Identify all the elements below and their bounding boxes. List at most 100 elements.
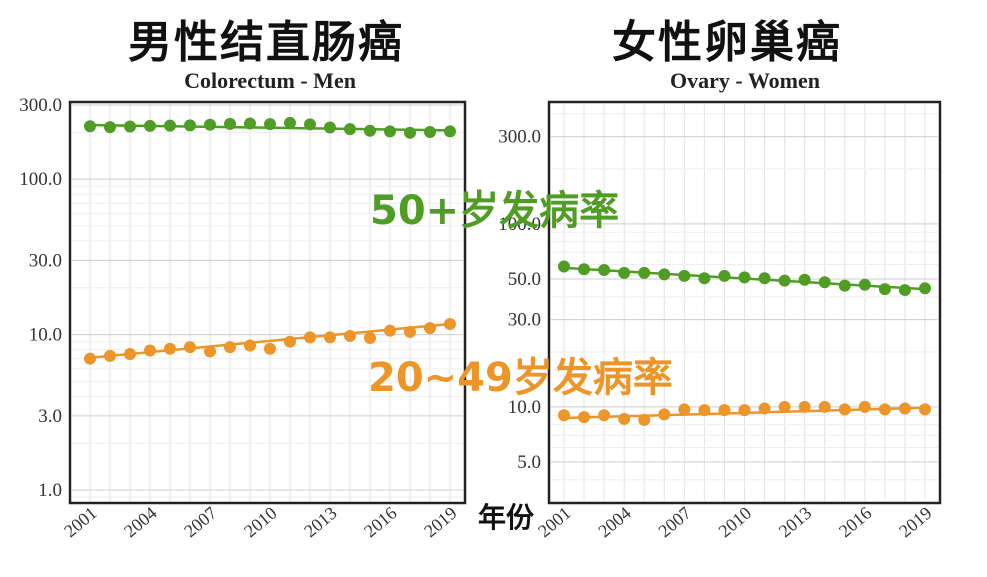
chart-subtitle: Colorectum - Men xyxy=(184,68,356,93)
data-point xyxy=(224,341,236,354)
data-point xyxy=(144,344,156,357)
x-tick-label: 2016 xyxy=(835,503,875,541)
label-age-20-49: 20~49岁发病率 xyxy=(368,355,673,401)
data-point xyxy=(618,412,631,425)
data-point xyxy=(558,260,570,273)
y-tick-label: 100.0 xyxy=(19,169,62,190)
data-point xyxy=(858,278,871,291)
data-point xyxy=(898,402,911,415)
x-tick-label: 2007 xyxy=(654,503,694,541)
data-point xyxy=(384,125,396,138)
data-point xyxy=(324,121,336,134)
data-point xyxy=(778,274,791,287)
data-point xyxy=(678,403,691,416)
x-tick-label: 2013 xyxy=(300,503,340,541)
plot-frame xyxy=(68,100,467,505)
title-colorectum-men: 男性结直肠癌 xyxy=(128,17,404,68)
data-point xyxy=(124,120,136,133)
data-point xyxy=(324,331,336,344)
data-point xyxy=(878,283,891,296)
x-tick-label: 2007 xyxy=(180,503,220,541)
data-point xyxy=(204,345,216,358)
data-point xyxy=(778,400,791,413)
data-point xyxy=(818,400,831,413)
x-tick-label: 2001 xyxy=(60,503,100,541)
data-point xyxy=(718,404,731,417)
y-tick-label: 100.0 xyxy=(498,214,541,235)
data-point xyxy=(738,271,751,284)
series-age-20-49 xyxy=(558,400,931,426)
y-tick-label: 10.0 xyxy=(508,397,541,418)
y-tick-label: 10.0 xyxy=(29,325,62,346)
y-tick-label: 30.0 xyxy=(508,310,541,331)
data-point xyxy=(838,279,851,292)
data-point xyxy=(598,263,611,276)
y-tick-label: 3.0 xyxy=(38,406,62,427)
data-point xyxy=(698,404,711,417)
data-point xyxy=(758,402,771,415)
y-tick-label: 300.0 xyxy=(498,127,541,148)
y-tick-label: 300.0 xyxy=(19,95,62,116)
x-tick-label: 2001 xyxy=(534,503,574,541)
data-point xyxy=(878,403,891,416)
data-point xyxy=(618,266,631,279)
data-point xyxy=(184,341,196,354)
data-point xyxy=(224,117,236,130)
data-point xyxy=(444,125,456,138)
data-point xyxy=(898,284,911,297)
data-point xyxy=(364,124,376,137)
data-point xyxy=(638,266,651,279)
y-tick-label: 30.0 xyxy=(29,250,62,271)
data-point xyxy=(84,352,96,365)
data-point xyxy=(558,409,570,422)
data-point xyxy=(104,349,116,362)
x-tick-label: 2004 xyxy=(594,503,634,541)
x-tick-label: 2019 xyxy=(895,503,935,541)
data-point xyxy=(364,332,376,345)
data-point xyxy=(284,116,296,129)
data-point xyxy=(164,342,176,355)
data-point xyxy=(919,403,931,416)
y-tick-label: 1.0 xyxy=(38,480,62,501)
series-age-50-plus xyxy=(84,116,456,139)
data-point xyxy=(838,403,851,416)
data-point xyxy=(758,272,771,285)
chart-subtitle: Ovary - Women xyxy=(670,68,820,93)
y-tick-label: 50.0 xyxy=(508,269,541,290)
title-ovary-women: 女性卵巢癌 xyxy=(612,17,842,68)
data-point xyxy=(698,272,711,285)
data-point xyxy=(858,400,871,413)
series-age-20-49 xyxy=(84,317,456,365)
x-tick-label: 2013 xyxy=(775,503,815,541)
data-point xyxy=(678,269,691,282)
x-tick-label: 2019 xyxy=(420,503,460,541)
data-point xyxy=(284,335,296,348)
data-point xyxy=(344,123,356,136)
data-point xyxy=(424,126,436,139)
data-point xyxy=(598,409,611,422)
data-point xyxy=(244,339,256,352)
x-tick-label: 2004 xyxy=(120,503,160,541)
data-point xyxy=(578,263,591,276)
data-point xyxy=(244,117,256,130)
data-point xyxy=(444,317,456,330)
data-point xyxy=(84,120,96,133)
data-point xyxy=(304,118,316,131)
data-point xyxy=(404,126,416,139)
y-tick-label: 5.0 xyxy=(517,452,541,473)
data-point xyxy=(424,322,436,335)
data-point xyxy=(184,119,196,132)
data-point xyxy=(164,119,176,132)
data-point xyxy=(578,411,591,424)
x-tick-label: 2016 xyxy=(360,503,400,541)
data-point xyxy=(638,413,651,426)
label-age-50-plus: 50+岁发病率 xyxy=(370,188,620,234)
data-point xyxy=(104,121,116,134)
data-point xyxy=(798,273,811,286)
data-point xyxy=(718,269,731,282)
data-point xyxy=(738,404,751,417)
chart-panel-colorectum: Colorectum - Men 1.0 3.0 10.0 30.0 100.0 300.0… xyxy=(19,68,467,541)
data-point xyxy=(144,119,156,132)
data-point xyxy=(658,268,671,281)
